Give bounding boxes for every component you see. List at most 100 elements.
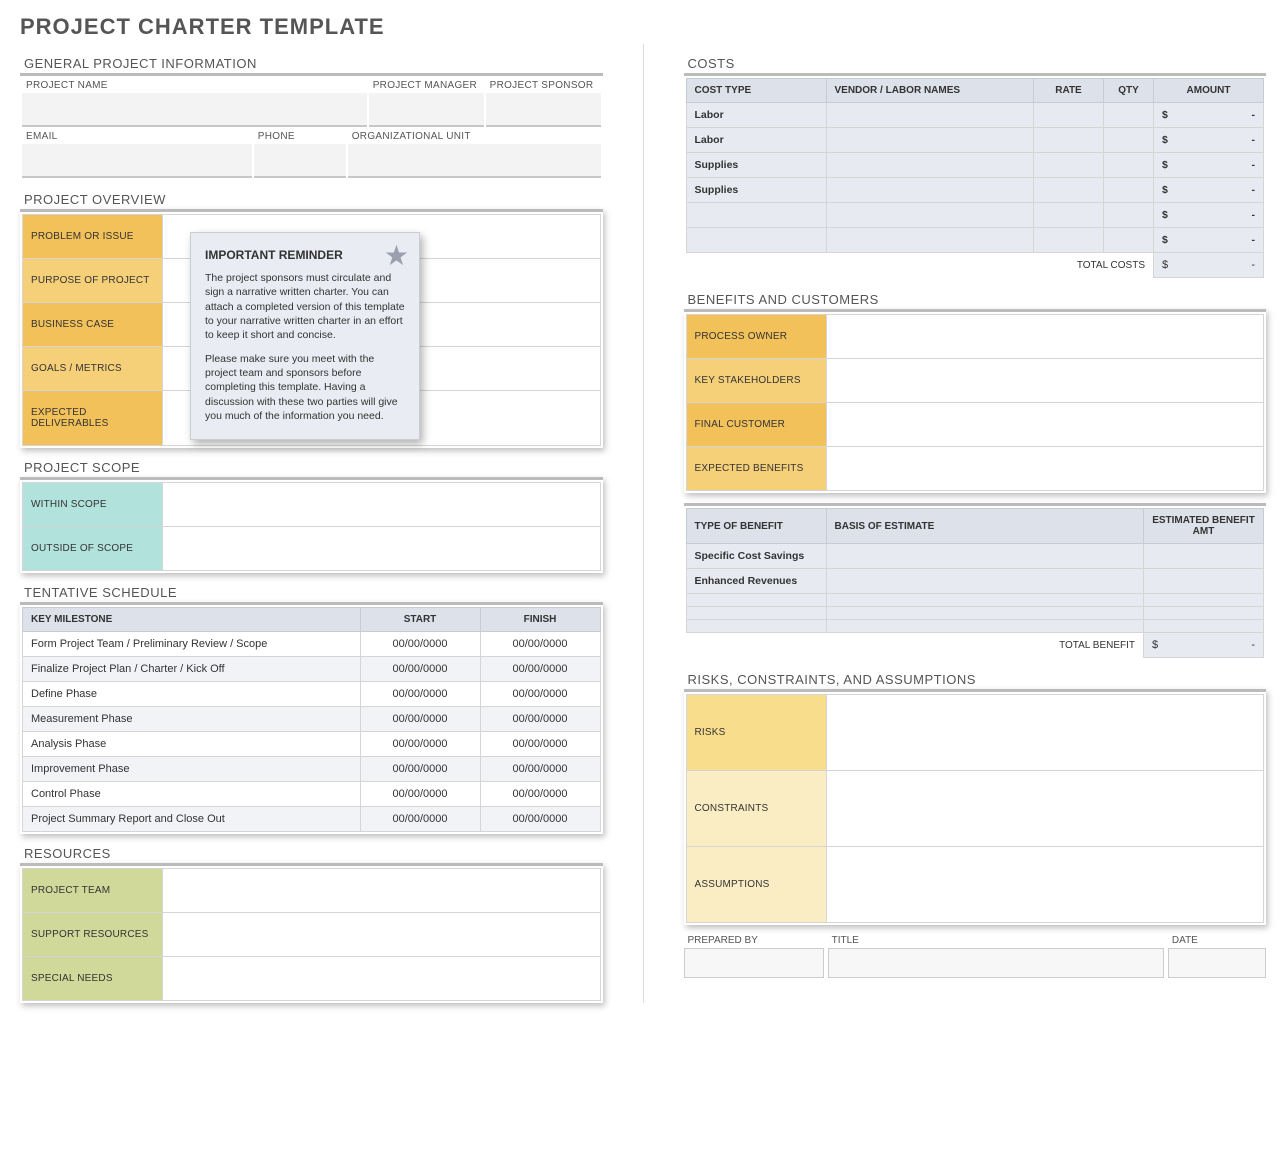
start-cell[interactable]: 00/00/0000: [360, 807, 480, 832]
input-prepared-by[interactable]: [684, 948, 824, 978]
col-vendor: VENDOR / LABOR NAMES: [826, 79, 1034, 103]
label-special: SPECIAL NEEDS: [23, 957, 163, 1001]
input-outside-scope[interactable]: [163, 527, 601, 571]
start-cell[interactable]: 00/00/0000: [360, 732, 480, 757]
input-support[interactable]: [163, 913, 601, 957]
finish-cell[interactable]: 00/00/0000: [480, 632, 600, 657]
benefit-type-cell[interactable]: Enhanced Revenues: [686, 569, 826, 594]
benefit-amt-cell[interactable]: [1144, 620, 1264, 633]
input-special[interactable]: [163, 957, 601, 1001]
qty-cell[interactable]: [1104, 128, 1154, 153]
rate-cell[interactable]: [1034, 153, 1104, 178]
benefit-type-cell[interactable]: [686, 620, 826, 633]
finish-cell[interactable]: 00/00/0000: [480, 732, 600, 757]
input-assumptions[interactable]: [826, 847, 1264, 923]
input-project-name[interactable]: [22, 93, 367, 127]
input-expected[interactable]: [826, 447, 1264, 491]
amount-cell[interactable]: $-: [1154, 128, 1264, 153]
input-within-scope[interactable]: [163, 483, 601, 527]
rate-cell[interactable]: [1034, 103, 1104, 128]
benefit-amt-cell[interactable]: [1144, 607, 1264, 620]
milestone-cell[interactable]: Improvement Phase: [23, 757, 361, 782]
vendor-cell[interactable]: [826, 178, 1034, 203]
basis-cell[interactable]: [826, 594, 1144, 607]
cost-type-cell[interactable]: Labor: [686, 128, 826, 153]
vendor-cell[interactable]: [826, 228, 1034, 253]
input-phone[interactable]: [254, 144, 346, 178]
rate-cell[interactable]: [1034, 228, 1104, 253]
milestone-cell[interactable]: Measurement Phase: [23, 707, 361, 732]
cost-type-cell[interactable]: Supplies: [686, 178, 826, 203]
finish-cell[interactable]: 00/00/0000: [480, 807, 600, 832]
input-project-manager[interactable]: [369, 93, 484, 127]
cost-type-cell[interactable]: Labor: [686, 103, 826, 128]
basis-cell[interactable]: [826, 569, 1144, 594]
cost-type-cell[interactable]: [686, 228, 826, 253]
qty-cell[interactable]: [1104, 103, 1154, 128]
input-final[interactable]: [826, 403, 1264, 447]
rate-cell[interactable]: [1034, 203, 1104, 228]
label-final: FINAL CUSTOMER: [686, 403, 826, 447]
milestone-cell[interactable]: Form Project Team / Preliminary Review /…: [23, 632, 361, 657]
start-cell[interactable]: 00/00/0000: [360, 782, 480, 807]
basis-cell[interactable]: [826, 544, 1144, 569]
finish-cell[interactable]: 00/00/0000: [480, 782, 600, 807]
cost-type-cell[interactable]: Supplies: [686, 153, 826, 178]
benefit-type-cell[interactable]: [686, 594, 826, 607]
vendor-cell[interactable]: [826, 203, 1034, 228]
vendor-cell[interactable]: [826, 153, 1034, 178]
milestone-cell[interactable]: Finalize Project Plan / Charter / Kick O…: [23, 657, 361, 682]
milestone-cell[interactable]: Analysis Phase: [23, 732, 361, 757]
table-row: Labor $-: [686, 103, 1264, 128]
qty-cell[interactable]: [1104, 153, 1154, 178]
amount-cell[interactable]: $-: [1154, 228, 1264, 253]
start-cell[interactable]: 00/00/0000: [360, 707, 480, 732]
benefit-amt-cell[interactable]: [1144, 594, 1264, 607]
input-date[interactable]: [1168, 948, 1266, 978]
input-org-unit[interactable]: [348, 144, 601, 178]
benefit-type-cell[interactable]: [686, 607, 826, 620]
input-title[interactable]: [828, 948, 1164, 978]
input-constraints[interactable]: [826, 771, 1264, 847]
vendor-cell[interactable]: [826, 103, 1034, 128]
input-project-sponsor[interactable]: [486, 93, 601, 127]
section-resources: RESOURCES: [24, 846, 603, 861]
amount-cell[interactable]: $-: [1154, 178, 1264, 203]
start-cell[interactable]: 00/00/0000: [360, 657, 480, 682]
qty-cell[interactable]: [1104, 228, 1154, 253]
label-project-manager: PROJECT MANAGER: [369, 78, 484, 93]
finish-cell[interactable]: 00/00/0000: [480, 707, 600, 732]
amount-cell[interactable]: $-: [1154, 153, 1264, 178]
finish-cell[interactable]: 00/00/0000: [480, 682, 600, 707]
benefit-amt-cell[interactable]: [1144, 569, 1264, 594]
amount-cell[interactable]: $-: [1154, 103, 1264, 128]
rate-cell[interactable]: [1034, 178, 1104, 203]
milestone-cell[interactable]: Control Phase: [23, 782, 361, 807]
cost-type-cell[interactable]: [686, 203, 826, 228]
qty-cell[interactable]: [1104, 203, 1154, 228]
finish-cell[interactable]: 00/00/0000: [480, 757, 600, 782]
milestone-cell[interactable]: Define Phase: [23, 682, 361, 707]
schedule-table: KEY MILESTONE START FINISH Form Project …: [22, 607, 601, 832]
input-team[interactable]: [163, 869, 601, 913]
finish-cell[interactable]: 00/00/0000: [480, 657, 600, 682]
amount-cell[interactable]: $-: [1154, 203, 1264, 228]
start-cell[interactable]: 00/00/0000: [360, 632, 480, 657]
input-owner[interactable]: [826, 315, 1264, 359]
input-email[interactable]: [22, 144, 252, 178]
qty-cell[interactable]: [1104, 178, 1154, 203]
benefit-amt-cell[interactable]: [1144, 544, 1264, 569]
input-stake[interactable]: [826, 359, 1264, 403]
costs-table: COST TYPE VENDOR / LABOR NAMES RATE QTY …: [686, 78, 1265, 278]
section-overview: PROJECT OVERVIEW: [24, 192, 603, 207]
start-cell[interactable]: 00/00/0000: [360, 682, 480, 707]
basis-cell[interactable]: [826, 607, 1144, 620]
basis-cell[interactable]: [826, 620, 1144, 633]
input-risks[interactable]: [826, 695, 1264, 771]
vendor-cell[interactable]: [826, 128, 1034, 153]
rate-cell[interactable]: [1034, 128, 1104, 153]
benefit-type-cell[interactable]: Specific Cost Savings: [686, 544, 826, 569]
table-row: $-: [686, 203, 1264, 228]
milestone-cell[interactable]: Project Summary Report and Close Out: [23, 807, 361, 832]
start-cell[interactable]: 00/00/0000: [360, 757, 480, 782]
